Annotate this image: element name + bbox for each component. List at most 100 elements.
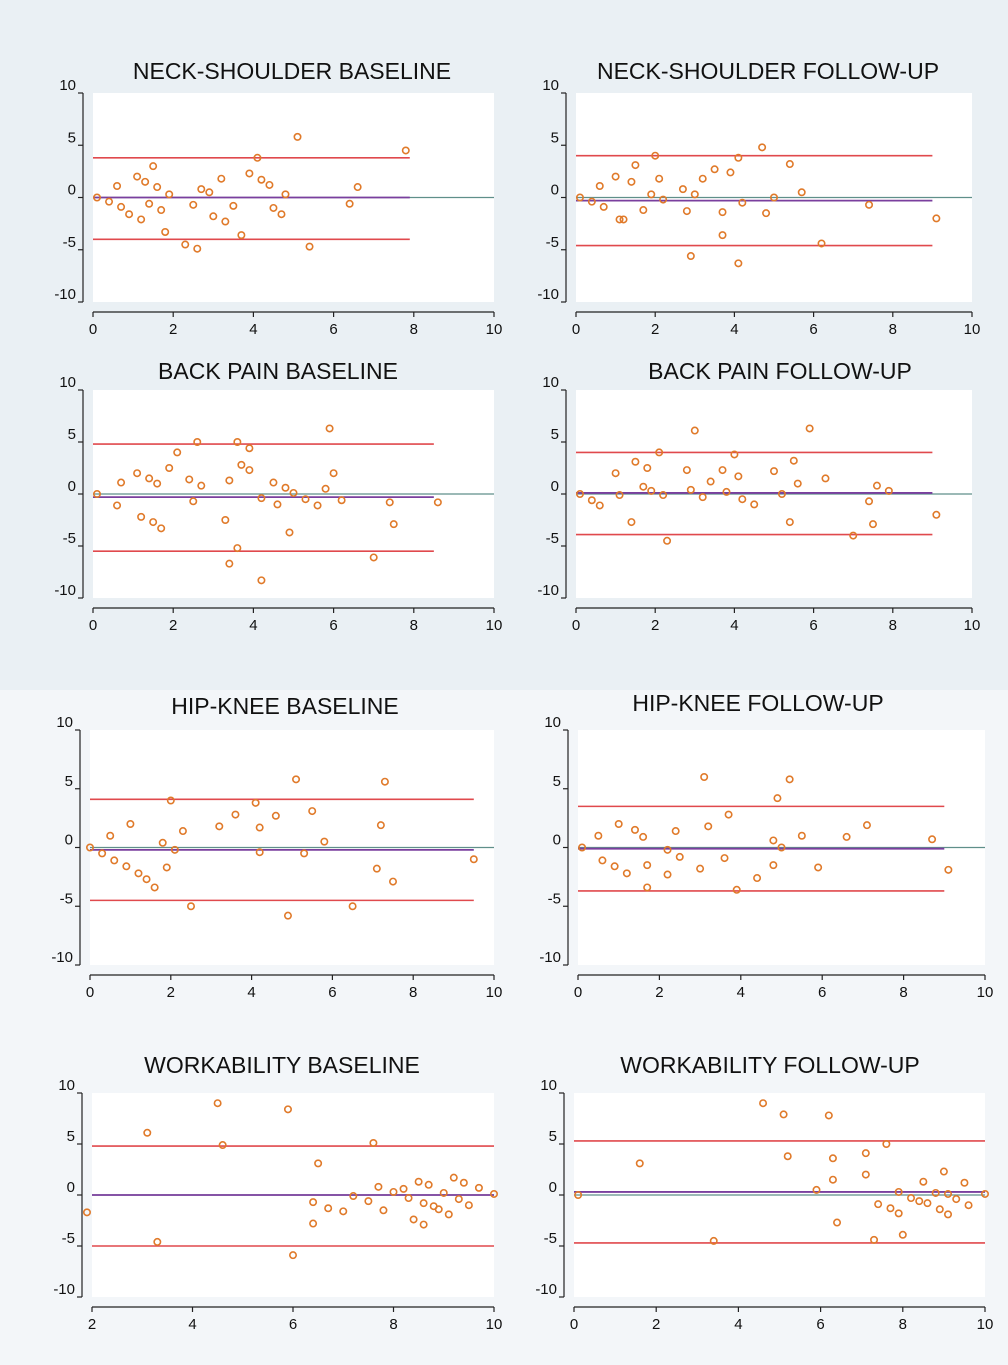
data-point [738,198,747,207]
data-point [320,837,329,846]
y-tick-label: 10 [544,714,561,731]
y-tick-label: -10 [53,1281,75,1298]
x-tick-label: 2 [651,617,659,634]
data-point [283,1105,292,1114]
x-tick-label: 4 [249,321,257,338]
data-point [696,864,705,873]
data-point [886,1204,895,1213]
data-point [255,823,264,832]
data-point [663,845,672,854]
data-point [647,486,656,495]
y-tick-label: 5 [68,426,76,443]
data-point [770,193,779,202]
data-point [874,1200,883,1209]
data-point [686,252,695,261]
y-tick-label: 10 [58,1077,75,1094]
data-point [622,869,631,878]
data-point [348,902,357,911]
data-point [595,501,604,510]
data-point [960,1178,969,1187]
data-point [153,1237,162,1246]
data-point [464,1201,473,1210]
scatter-chart: 10 5 0 -5 -10 0 2 4 6 8 10 [535,1077,993,1333]
data-point [126,820,135,829]
data-point [935,1205,944,1214]
data-point [218,1141,227,1150]
x-tick-label: 10 [486,1316,503,1333]
data-point [793,479,802,488]
x-tick-label: 8 [899,984,907,1001]
data-point [631,161,640,170]
data-point [459,1178,468,1187]
data-point [399,1184,408,1193]
data-point [489,1189,498,1198]
data-point [861,1170,870,1179]
data-point [952,1195,961,1204]
data-point [165,190,174,199]
data-point [594,831,603,840]
data-point [639,206,648,215]
data-point [257,576,266,585]
data-point [149,518,158,527]
x-tick-label: 0 [570,1316,578,1333]
data-point [209,212,218,221]
data-point [944,1210,953,1219]
data-point [789,456,798,465]
data-point [643,883,652,892]
data-point [251,798,260,807]
y-tick-label: 10 [56,714,73,731]
chart-title: NECK-SHOULDER FOLLOW-UP [596,58,940,84]
x-tick-label: 2 [169,617,177,634]
data-point [137,215,146,224]
data-point [611,469,620,478]
data-point [865,497,874,506]
data-point [734,259,743,268]
y-tick-label: 5 [67,1128,75,1145]
data-point [718,208,727,217]
data-point [285,528,294,537]
x-tick-label: 6 [289,1316,297,1333]
data-point [821,474,830,483]
data-point [884,486,893,495]
data-point [82,1208,91,1217]
data-point [161,227,170,236]
scatter-chart: 10 5 0 -5 -10 0 2 4 6 8 10 [51,714,502,1001]
data-point [639,482,648,491]
data-point [738,495,747,504]
data-point [706,477,715,486]
y-tick-label: -10 [535,1281,557,1298]
data-point [337,496,346,505]
data-point [221,516,230,525]
data-point [313,501,322,510]
data-point [659,491,668,500]
data-point [690,190,699,199]
data-point [663,536,672,545]
x-tick-label: 6 [329,617,337,634]
x-tick-label: 0 [89,617,97,634]
data-point [704,822,713,831]
data-point [894,1209,903,1218]
data-point [718,466,727,475]
data-point [414,1177,423,1186]
x-tick-label: 2 [651,321,659,338]
data-point [321,484,330,493]
x-tick-label: 8 [889,617,897,634]
data-point [372,864,381,873]
data-point [734,472,743,481]
data-point [444,1210,453,1219]
data-point [157,524,166,533]
x-tick-label: 10 [486,617,503,634]
data-point [655,174,664,183]
data-point [842,832,851,841]
y-tick-label: 0 [551,478,559,495]
x-tick-label: 8 [410,617,418,634]
x-tick-label: 0 [574,984,582,1001]
y-tick-label: 10 [542,374,559,391]
data-point [189,200,198,209]
data-point [734,153,743,162]
x-tick-label: 6 [818,984,826,1001]
y-tick-label: 10 [542,77,559,94]
chart-title: WORKABILITY FOLLOW-UP [620,1052,920,1078]
data-point [289,488,298,497]
data-point [193,244,202,253]
